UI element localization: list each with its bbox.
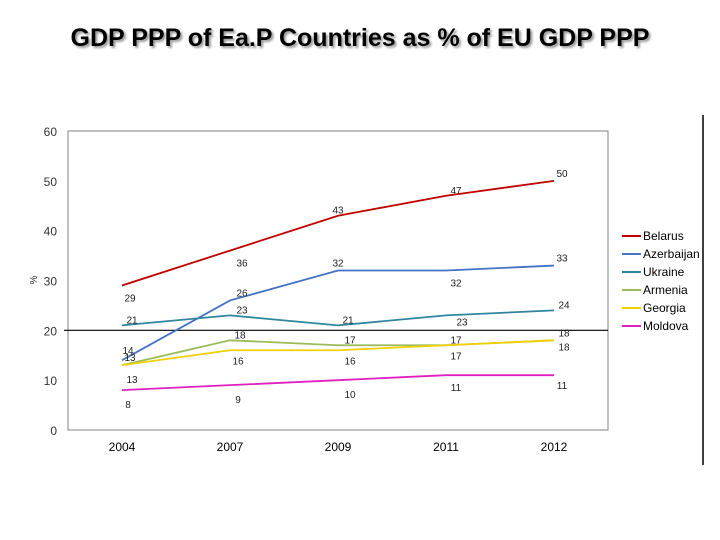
- x-tick-label: 2009: [325, 440, 352, 454]
- data-label: 16: [232, 356, 244, 367]
- data-label: 18: [558, 328, 570, 339]
- chart-title: GDP PPP of Ea.P Countries as % of EU GDP…: [70, 24, 650, 52]
- legend-label: Armenia: [643, 283, 688, 297]
- data-label: 21: [342, 315, 354, 326]
- plot-area: [67, 130, 609, 431]
- data-label: 47: [450, 186, 462, 197]
- y-tick-label: 60: [44, 125, 58, 139]
- x-tick-label: 2004: [109, 440, 136, 454]
- series-line-georgia: [121, 339, 555, 367]
- data-label: 16: [344, 356, 356, 367]
- data-label: 26: [236, 288, 248, 299]
- data-label: 17: [344, 335, 356, 346]
- data-label: 10: [344, 390, 356, 401]
- y-tick-label: 10: [44, 374, 58, 388]
- y-tick-label: 20: [44, 324, 58, 338]
- y-tick-label: 40: [44, 225, 58, 239]
- data-label: 14: [122, 346, 134, 357]
- legend-label: Ukraine: [643, 265, 685, 279]
- y-tick-label: 30: [44, 275, 58, 289]
- legend-label: Moldova: [643, 319, 689, 333]
- data-label: 23: [456, 317, 468, 328]
- data-label: 23: [236, 305, 248, 316]
- data-label: 36: [236, 259, 248, 270]
- y-tick-label: 50: [44, 175, 58, 189]
- data-label: 11: [451, 383, 462, 394]
- data-label: 24: [558, 300, 570, 311]
- data-label: 11: [557, 381, 568, 392]
- x-tick-label: 2012: [541, 440, 568, 454]
- data-label: 18: [558, 342, 570, 353]
- data-label: 13: [124, 353, 136, 364]
- data-label: 43: [332, 206, 344, 217]
- series-line-belarus: [121, 179, 555, 287]
- data-label: 33: [556, 254, 568, 265]
- y-axis-label: %: [29, 275, 40, 284]
- y-tick-label: 0: [50, 424, 57, 438]
- data-label: 17: [450, 351, 462, 362]
- data-label: 18: [234, 330, 246, 341]
- x-tick-label: 2007: [217, 440, 244, 454]
- data-label: 13: [126, 375, 138, 386]
- data-label: 21: [126, 315, 138, 326]
- data-label: 32: [450, 279, 462, 290]
- data-label: 8: [125, 400, 131, 411]
- data-label: 32: [332, 259, 344, 270]
- legend-label: Azerbaijan: [643, 247, 700, 261]
- series-line-moldova: [121, 374, 554, 392]
- data-label: 29: [124, 293, 136, 304]
- data-label: 9: [235, 395, 241, 406]
- legend-label: Georgia: [643, 301, 686, 315]
- legend-label: Belarus: [643, 229, 684, 243]
- series-line-azerbaijan: [121, 264, 555, 362]
- data-label: 50: [556, 169, 568, 180]
- data-label: 17: [450, 335, 462, 346]
- x-tick-label: 2011: [433, 440, 459, 454]
- series-line-ukraine: [121, 309, 555, 327]
